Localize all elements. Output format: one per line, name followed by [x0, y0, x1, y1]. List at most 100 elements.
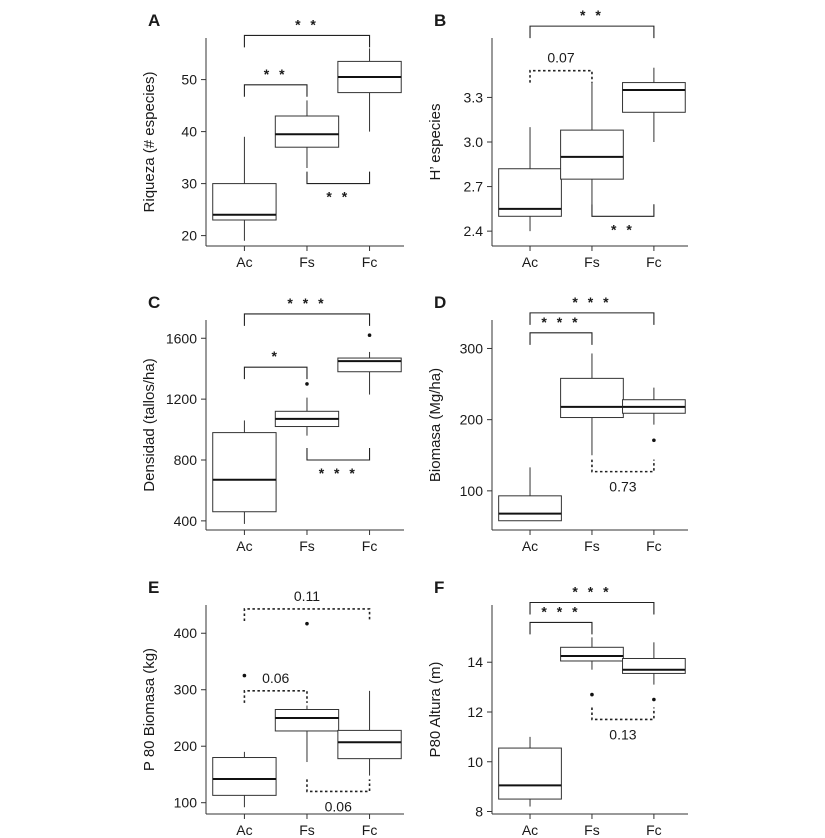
x-tick-label: Ac	[236, 254, 252, 270]
significance-bracket	[529, 312, 655, 325]
significance-label: * * *	[572, 584, 611, 600]
significance-label: 0.13	[609, 726, 636, 742]
box-fs	[274, 621, 340, 763]
y-tick-label: 14	[467, 654, 483, 670]
box-iqr	[212, 432, 277, 513]
box-fs	[274, 100, 340, 168]
outlier-point	[305, 621, 309, 626]
significance-bracket	[306, 448, 371, 461]
box-iqr	[560, 377, 624, 419]
y-tick-label: 50	[181, 72, 197, 88]
y-axis-title: P80 Altura (m)	[427, 662, 444, 758]
box-fc	[337, 333, 402, 395]
box-ac	[498, 127, 562, 232]
y-tick-label: 30	[181, 176, 197, 192]
box-fc	[622, 642, 686, 702]
significance-label: * *	[264, 66, 288, 82]
y-tick-label: 10	[467, 754, 483, 770]
x-tick-label: Ac	[236, 822, 252, 838]
y-tick-label: 3.0	[464, 134, 484, 150]
box-fs	[560, 82, 624, 205]
box-iqr	[212, 757, 277, 796]
x-tick-label: Fc	[646, 538, 662, 554]
box-iqr	[622, 82, 686, 113]
box-fc	[622, 67, 686, 142]
x-tick-label: Fc	[646, 822, 662, 838]
y-tick-label: 1200	[166, 391, 197, 407]
significance-label: 0.06	[325, 798, 352, 814]
x-tick-label: Ac	[522, 538, 538, 554]
y-tick-label: 3.3	[464, 89, 484, 105]
significance-bracket	[306, 779, 371, 793]
y-tick-label: 100	[174, 795, 198, 811]
significance-label: 0.11	[294, 588, 320, 604]
x-tick-label: Fs	[299, 254, 315, 270]
box-iqr	[274, 115, 340, 148]
significance-bracket	[529, 601, 655, 615]
y-tick-label: 2.7	[464, 179, 484, 195]
outlier-point	[367, 333, 372, 338]
box-iqr	[337, 729, 402, 760]
box-ac	[498, 736, 562, 807]
significance-bracket	[306, 171, 371, 185]
box-fs	[560, 353, 624, 456]
significance-label: *	[271, 348, 279, 364]
significance-label: * *	[295, 16, 319, 32]
y-tick-label: 300	[460, 340, 484, 356]
box-iqr	[560, 129, 624, 180]
box-ac	[212, 673, 277, 808]
significance-label: * *	[611, 221, 635, 237]
significance-bracket	[591, 459, 655, 473]
significance-bracket	[529, 621, 593, 635]
significance-bracket	[529, 25, 655, 39]
y-tick-label: 300	[174, 682, 198, 698]
x-tick-label: Fc	[362, 822, 378, 838]
significance-label: * * *	[572, 294, 611, 310]
box-iqr	[498, 747, 562, 800]
x-tick-label: Ac	[522, 822, 538, 838]
significance-label: 0.73	[609, 479, 636, 495]
panel-e: E 100 200 300 400 Ac Fs Fc P 80 Biomasa (kg) 0.06…	[141, 578, 404, 838]
y-axis-title: P 80 Biomasa (kg)	[141, 648, 158, 771]
y-tick-label: 200	[174, 738, 198, 754]
box-fs	[274, 382, 340, 436]
significance-bracket	[243, 690, 308, 703]
x-tick-label: Fc	[646, 254, 662, 270]
y-tick-label: 2.4	[464, 223, 484, 239]
panel-c: C 400 800 1200 1600 Ac Fs Fc Densidad (tallos/ha…	[141, 293, 404, 554]
y-tick-label: 1600	[166, 330, 197, 346]
y-tick-label: 12	[467, 704, 483, 720]
box-iqr	[498, 495, 562, 522]
outlier-point	[590, 692, 594, 697]
x-tick-label: Fc	[362, 538, 378, 554]
significance-bracket	[591, 204, 655, 217]
y-axis-title: Densidad (tallos/ha)	[141, 358, 158, 491]
outlier-point	[652, 697, 656, 702]
x-tick-label: Ac	[522, 254, 538, 270]
significance-label: * *	[580, 7, 604, 23]
y-tick-label: 800	[174, 452, 198, 468]
panel-b: B 2.4 2.7 3.0 3.3 Ac Fs Fc H’ especies 0.07 * * * *	[427, 7, 688, 270]
y-tick-label: 40	[181, 124, 197, 140]
y-tick-label: 20	[181, 228, 197, 244]
panel-letter: E	[148, 578, 159, 597]
x-tick-label: Fs	[584, 538, 600, 554]
box-iqr	[622, 657, 686, 674]
panel-letter: A	[148, 11, 160, 30]
box-fc	[622, 387, 686, 443]
y-axis-title: Riqueza (# especies)	[141, 72, 158, 213]
x-tick-label: Fs	[299, 538, 315, 554]
significance-bracket	[243, 608, 371, 621]
panel-d: D 100 200 300 Ac Fs Fc Biomasa (Mg/ha) * * * * * …	[427, 293, 688, 554]
x-tick-label: Fs	[584, 822, 600, 838]
box-iqr	[560, 646, 624, 662]
y-tick-label: 8	[475, 804, 483, 820]
box-ac	[212, 136, 277, 241]
outlier-point	[652, 438, 656, 443]
panel-f: F 8 10 12 14 Ac Fs Fc P80 Altura (m) * * * * * * 0.…	[427, 578, 688, 838]
significance-bracket	[243, 34, 371, 48]
significance-bracket	[529, 332, 593, 345]
y-tick-label: 400	[174, 513, 198, 529]
y-tick-label: 200	[460, 412, 484, 428]
